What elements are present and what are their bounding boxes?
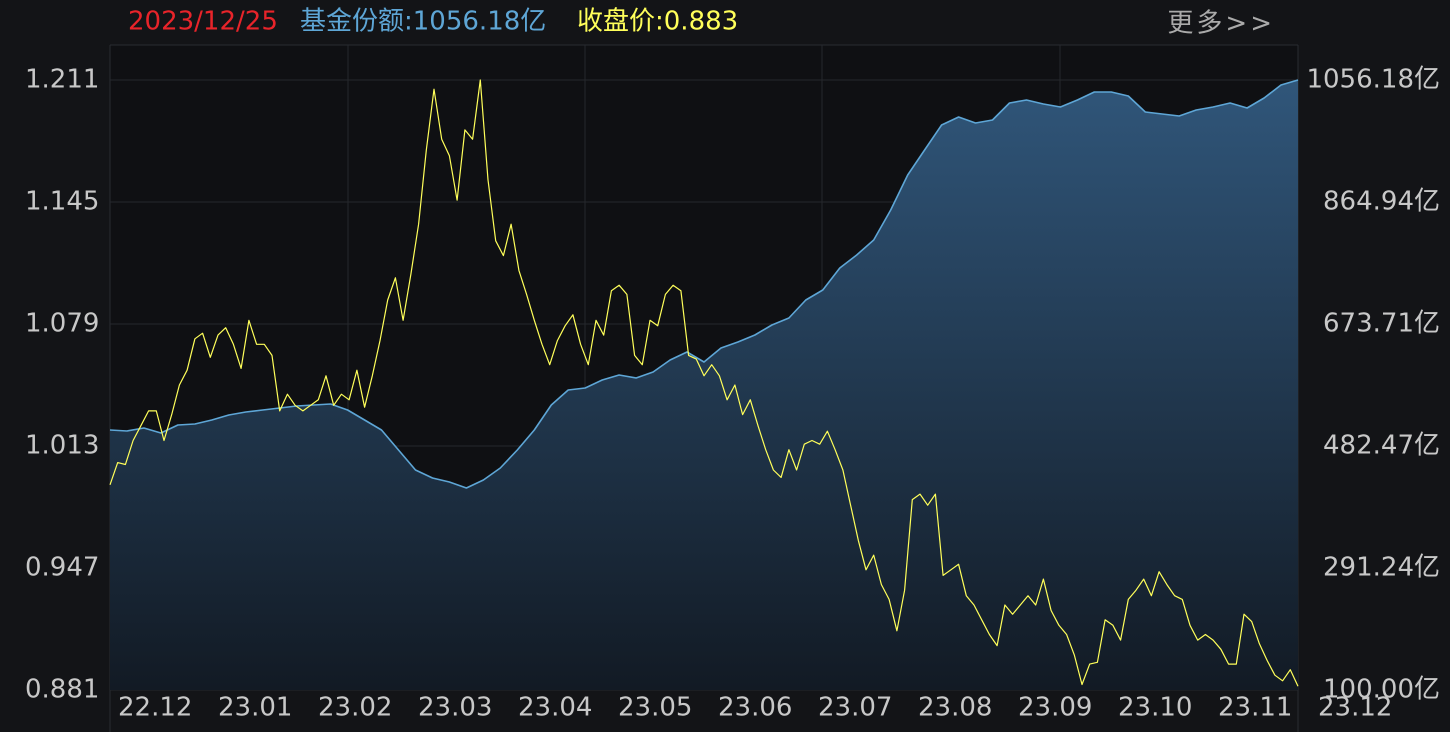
line (109, 79, 1299, 489)
x-tick-label: 23.12 (1318, 693, 1392, 723)
x-tick-label: 23.06 (718, 693, 792, 723)
header-date: 2023/12/25 (128, 7, 278, 37)
y-tick-label: 1.079 (25, 309, 99, 339)
x-tick-label: 23.11 (1218, 693, 1292, 723)
x-tick-label: 23.10 (1118, 693, 1192, 723)
y-tick-label: 1.145 (25, 187, 99, 217)
x-tick-label: 22.12 (118, 693, 192, 723)
more-link[interactable]: 更多>> (1167, 9, 1275, 39)
x-tick-label: 23.08 (918, 693, 992, 723)
x-tick-label: 23.01 (218, 693, 292, 723)
y2-tick-label: 100.00亿 (1323, 675, 1440, 705)
y2-tick-label: 482.47亿 (1323, 431, 1440, 461)
x-tick-label: 23.09 (1018, 693, 1092, 723)
y-tick-label: 1.211 (25, 65, 99, 95)
x-tick-label: 23.03 (418, 693, 492, 723)
y2-tick-label: 864.94亿 (1323, 187, 1440, 217)
y-tick-label: 0.947 (25, 553, 99, 583)
area (110, 80, 1298, 690)
x-tick-label: 23.05 (618, 693, 692, 723)
x-tick-label: 23.02 (318, 693, 392, 723)
y2-tick-label: 673.71亿 (1323, 308, 1440, 338)
x-tick-label: 23.07 (818, 693, 892, 723)
header-price: 收盘价:0.883 (577, 7, 738, 37)
y-tick-label: 0.881 (25, 675, 99, 705)
y-tick-label: 1.013 (25, 431, 99, 461)
header-shares: 基金份额:1056.18亿 (300, 7, 546, 37)
x-tick-label: 23.04 (518, 693, 592, 723)
y2-tick-label: 291.24亿 (1323, 552, 1440, 582)
y2-tick-label: 1056.18亿 (1306, 65, 1440, 95)
line (109, 79, 1299, 687)
